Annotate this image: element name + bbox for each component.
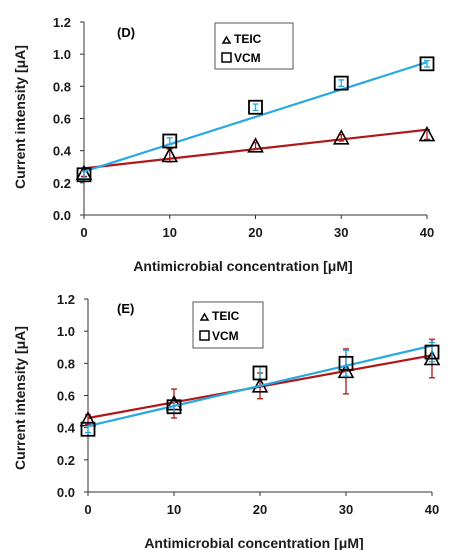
x-tick-label: 0	[80, 225, 87, 240]
data-point-teic	[332, 129, 350, 145]
y-tick-label: 1.0	[53, 47, 71, 62]
data-point-vcm	[424, 344, 440, 360]
plot-area: 0.0 0.2 0.4 0.6 0.8 1.0 1.2 0 10 20 30 40	[57, 292, 441, 517]
y-tick-label: 1.0	[57, 324, 75, 339]
x-tick-label: 30	[334, 225, 348, 240]
chart-panel-d: Current intensity [μA] Antimicrobial con…	[12, 15, 436, 274]
legend: TEIC VCM	[214, 22, 294, 70]
x-tick-label: 10	[163, 225, 177, 240]
x-tick-label: 10	[167, 502, 181, 517]
data-point-vcm	[80, 421, 96, 437]
data-point-teic	[161, 146, 179, 163]
y-tick-label: 0.2	[53, 176, 71, 191]
x-tick-label: 30	[339, 502, 353, 517]
legend-triangle-marker	[199, 312, 210, 321]
y-tick-label: 0.4	[57, 421, 76, 436]
y-tick-label: 0.8	[57, 356, 75, 371]
legend-label-teic: TEIC	[212, 309, 240, 323]
y-tick-label: 1.2	[53, 15, 71, 30]
y-tick-label: 0.0	[57, 485, 75, 500]
data-point-vcm	[166, 399, 182, 415]
panel-label: (D)	[117, 25, 135, 40]
plot-area: 0.0 0.2 0.4 0.6 0.8 1.0 1.2 0 10 20 30 40	[53, 15, 436, 240]
x-tick-label: 0	[84, 502, 91, 517]
fit-line-vcm	[87, 344, 433, 428]
y-axis-label: Current intensity [μA]	[12, 45, 28, 189]
y-tick-label: 0.6	[53, 112, 71, 127]
y-tick-label: 0.0	[53, 208, 71, 223]
x-tick-label: 20	[248, 225, 262, 240]
x-axis-label: Antimicrobial concentration [μM]	[144, 535, 363, 550]
y-tick-label: 0.2	[57, 453, 75, 468]
y-tick-label: 0.4	[53, 144, 72, 159]
data-point-vcm	[419, 56, 435, 72]
panel-label: (E)	[117, 301, 134, 316]
data-point-teic	[337, 362, 355, 379]
x-axis-label: Antimicrobial concentration [μM]	[133, 258, 352, 274]
data-point-vcm	[333, 75, 349, 91]
data-point-vcm	[76, 167, 92, 183]
legend-label-vcm: VCM	[234, 51, 261, 65]
y-tick-label: 1.2	[57, 292, 75, 307]
legend-square-marker	[199, 330, 210, 341]
legend-label-teic: TEIC	[234, 32, 262, 46]
y-tick-label: 0.6	[57, 389, 75, 404]
chart-panel-e: Current intensity [μA] Antimicrobial con…	[12, 292, 441, 550]
data-point-teic	[247, 137, 264, 153]
data-point-teic	[418, 125, 436, 142]
legend-label-vcm: VCM	[212, 329, 239, 343]
y-tick-label: 0.8	[53, 79, 71, 94]
legend: TEIC VCM	[192, 301, 264, 349]
x-tick-label: 20	[253, 502, 267, 517]
data-point-vcm	[248, 99, 263, 115]
y-axis-label: Current intensity [μA]	[12, 326, 28, 470]
fit-line-vcm	[83, 61, 428, 173]
data-point-teic	[75, 164, 93, 180]
legend-square-marker	[221, 52, 232, 63]
data-point-vcm	[338, 355, 354, 371]
data-point-vcm	[162, 133, 178, 149]
legend-triangle-marker	[221, 35, 232, 44]
data-point-vcm	[252, 365, 268, 381]
x-tick-label: 40	[425, 502, 439, 517]
x-tick-label: 40	[420, 225, 434, 240]
